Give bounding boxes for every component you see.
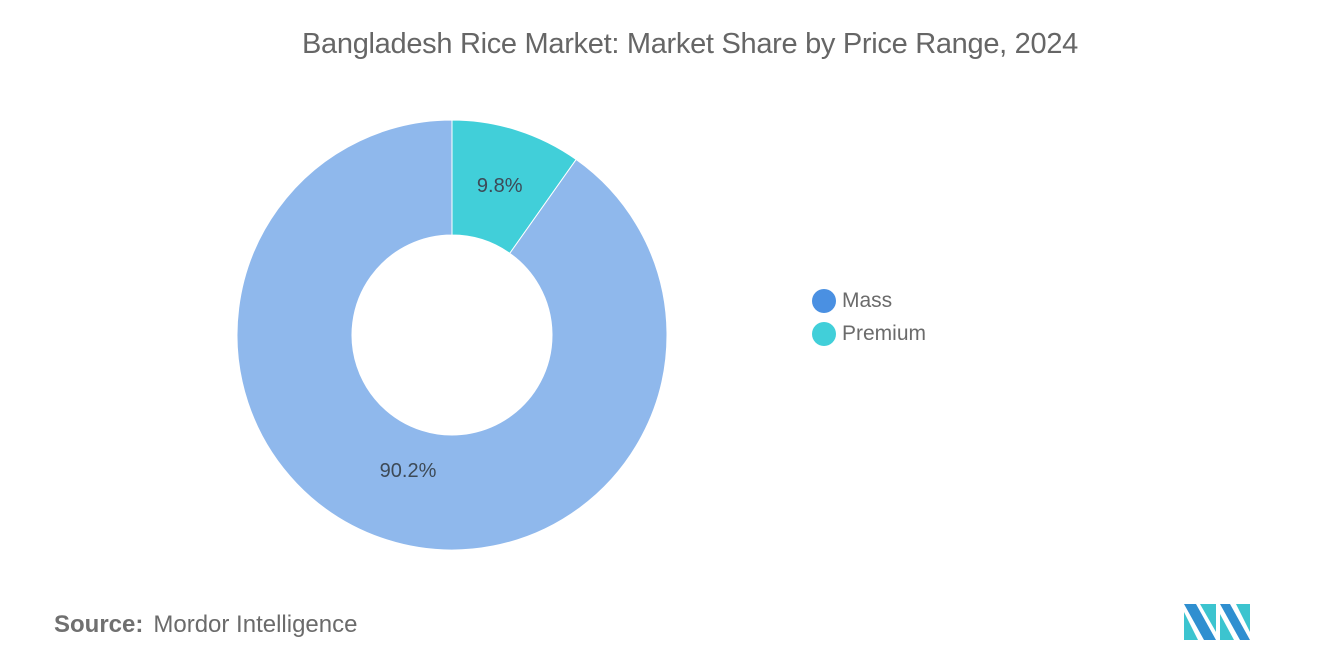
legend-swatch-premium-icon [812, 321, 836, 346]
slice-label-mass: 90.2% [380, 460, 437, 482]
slice-label-premium: 9.8% [477, 175, 523, 197]
source-note: Source: Mordor Intelligence [54, 611, 357, 639]
legend-swatch-mass-icon [812, 288, 836, 313]
donut-slice-labels: 9.8% 90.2% [380, 175, 523, 482]
chart-title: Bangladesh Rice Market: Market Share by … [302, 28, 1078, 60]
source-label: Source: [54, 611, 144, 638]
chart-legend: Mass Premium [812, 284, 926, 350]
legend-label: Mass [842, 288, 893, 312]
donut-slices [236, 119, 668, 551]
source-value: Mordor Intelligence [153, 611, 358, 638]
donut-slice-mass[interactable] [236, 119, 668, 551]
legend-label: Premium [842, 321, 927, 345]
legend-item-premium[interactable]: Premium [812, 317, 926, 350]
mordor-intelligence-logo-icon [1184, 604, 1250, 640]
legend-item-mass[interactable]: Mass [812, 284, 926, 317]
